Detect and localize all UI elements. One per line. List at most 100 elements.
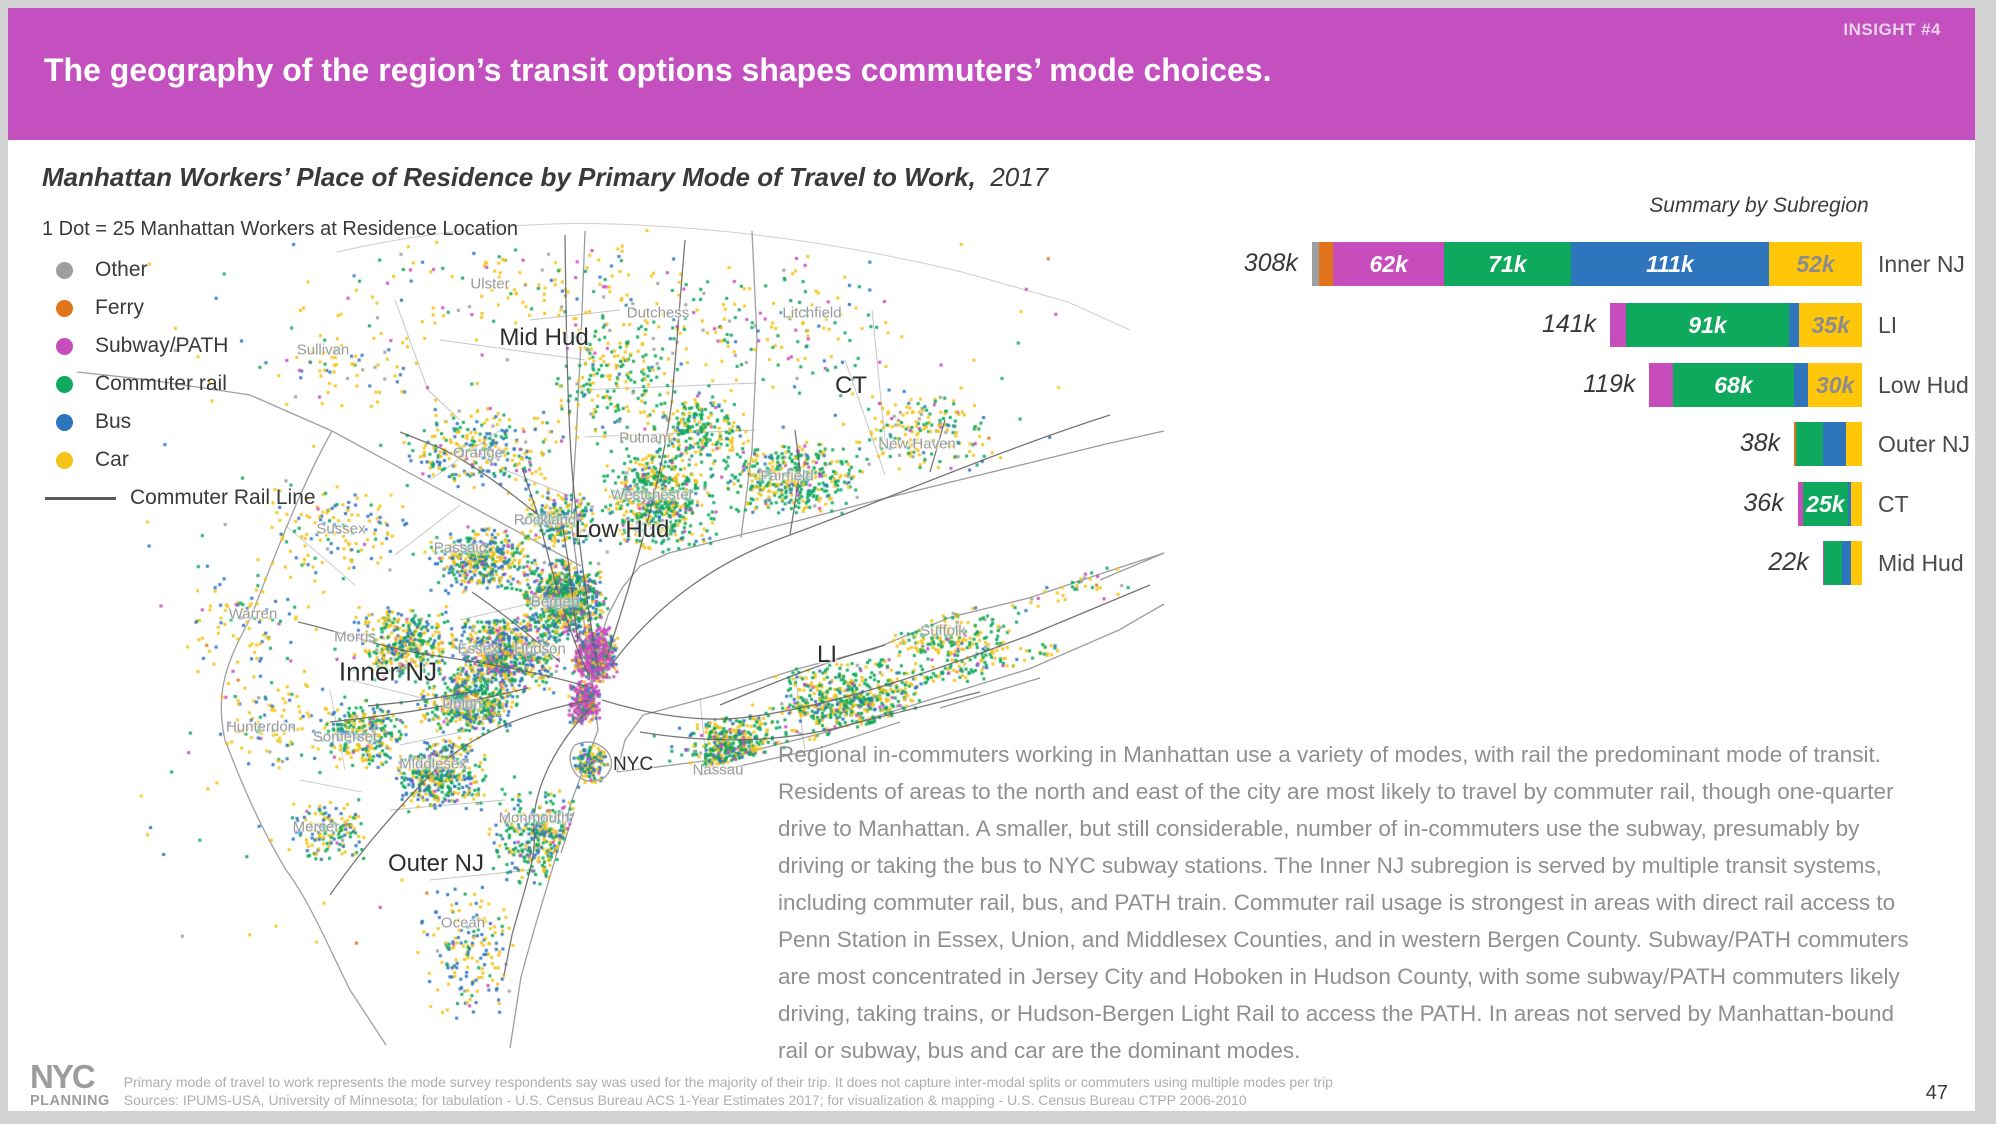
bar-segment-car: 52k [1769,242,1862,286]
bar-segment-value: 62k [1369,250,1408,277]
stacked-bar-mid-hud [1822,541,1862,585]
bar-segment-bus [1842,541,1852,585]
county-label-putnam: Putnam [619,429,671,447]
bar-region-label-inner-nj: Inner NJ [1878,250,1965,277]
source-notes: Primary mode of travel to work represent… [124,1073,1333,1109]
bar-segment-ferry [1319,242,1334,286]
bar-segment-subway [1610,303,1627,347]
county-label-hunterdon: Hunterdon [225,718,297,736]
bar-segment-bus: 111k [1570,242,1770,286]
county-label-dutchess: Dutchess [626,304,690,322]
bar-segment-bus [1847,482,1852,526]
bar-segment-value: 111k [1646,250,1694,277]
bar-segment-ferry [1794,422,1796,466]
bar-segment-car [1851,482,1862,526]
bar-region-label-ct: CT [1878,490,1909,517]
legend-label: Subway/PATH [95,334,229,357]
legend-item-bus: Bus [40,404,131,440]
bar-segment-bus [1788,303,1800,347]
stacked-bar-ct: 25k [1797,482,1862,526]
bar-region-label-outer-nj: Outer NJ [1878,430,1971,457]
bar-segment-subway: 62k [1333,242,1445,286]
subregion-label-low-hud: Low Hud [574,516,670,543]
county-label-essex: Essex [457,640,499,658]
subregion-label-ct: CT [835,372,867,399]
footer: NYC PLANNING Primary mode of travel to w… [30,1060,1333,1109]
bar-segment-rail [1795,422,1823,466]
other-dot-swatch [56,261,73,279]
insight-number: INSIGHT #4 [1843,20,1941,39]
bar-total-low-hud: 119k [1583,370,1636,398]
bar-total-li: 141k [1541,310,1597,338]
legend-item-commuter-rail-line: Commuter Rail Line [40,480,316,516]
bar-segment-other [1311,242,1320,286]
county-label-rockland: Rockland [513,511,577,529]
county-label-westchester: Westchester [610,486,694,504]
bar-segment-value: 30k [1815,371,1855,398]
car-dot-swatch [56,451,73,469]
dot-scale-note: 1 Dot = 25 Manhattan Workers at Residenc… [42,218,519,240]
county-label-ocean: Ocean [440,914,486,932]
bar-segment-subway [1822,541,1825,585]
bar-total-outer-nj: 38k [1739,429,1781,457]
bar-segment-bus [1822,422,1846,466]
bar-segment-value: 68k [1714,371,1753,398]
bar-segment-rail: 91k [1626,303,1789,347]
map-title-main: Manhattan Workers’ Place of Residence by… [42,162,976,192]
bar-segment-value: 91k [1688,311,1727,338]
bar-segment-car [1851,541,1862,585]
bar-segment-value: 71k [1488,250,1527,277]
slide-title: The geography of the region’s transit op… [44,52,1272,88]
logo-nyc-text: NYC [30,1058,96,1095]
county-label-passaic: Passaic [433,539,487,557]
bar-segment-rail: 71k [1444,242,1571,286]
bar-segment-rail: 25k [1803,482,1848,526]
bar-total-ct: 36k [1743,489,1784,517]
stacked-bar-inner-nj: 62k 71k 111k 52k [1311,242,1862,286]
bar-total-mid-hud: 22k [1768,548,1809,576]
county-label-somerset: Somerset [312,728,378,746]
county-label-monmouth: Monmouth [498,809,570,827]
county-label-sullivan: Sullivan [296,341,350,359]
bar-segment-value: 25k [1806,490,1845,517]
legend-label: Ferry [95,296,144,319]
legend-label: Commuter Rail Line [130,486,316,509]
subregion-label-outer-nj: Outer NJ [387,850,485,877]
legend-item-subway-path: Subway/PATH [40,328,228,364]
subregion-label-nyc: NYC [612,754,654,775]
bar-segment-car: 30k [1808,363,1862,407]
legend-label: Car [95,448,129,471]
source-note-line2: Sources: IPUMS-USA, University of Minnes… [123,1091,1247,1108]
bar-region-label-low-hud: Low Hud [1878,371,1969,398]
subregion-label-li: LI [816,641,838,668]
bar-segment-car [1845,422,1862,466]
legend-item-car: Car [40,442,129,478]
bar-region-label-mid-hud: Mid Hud [1878,549,1964,576]
legend-label: Commuter rail [95,372,227,395]
bar-total-inner-nj: 308k [1243,249,1298,277]
stacked-bar-low-hud: 68k 30k [1649,363,1862,407]
legend-item-other: Other [40,252,148,288]
map-title-year-value: 2017 [990,162,1049,192]
county-label-suffolk: Suffolk [920,622,966,640]
stacked-bar-li: 91k 35k [1610,303,1862,347]
subregion-label-inner-nj: Inner NJ [338,656,438,687]
chart-title: Summary by Subregion [1649,194,1869,217]
subway-dot-swatch [56,337,73,355]
county-label-litchfield: Litchfield [782,304,842,322]
bus-dot-swatch [56,413,73,431]
subregion-label-mid-hud: Mid Hud [499,324,589,351]
map-title: Manhattan Workers’ Place of Residence by… [42,162,1048,193]
bar-segment-value: 35k [1811,311,1850,338]
rail-dot-swatch [56,375,73,393]
legend-label: Bus [95,410,132,433]
county-label-morris: Morris [334,628,376,646]
county-label-bergen: Bergen [530,593,580,611]
county-label-sussex: Sussex [316,520,366,538]
bar-segment-subway [1797,482,1804,526]
county-label-orange: Orange [452,444,504,462]
county-label-mercer: Mercer [292,818,340,836]
bar-segment-rail: 68k [1672,363,1795,407]
bar-segment-subway [1649,363,1673,407]
county-label-ulster: Ulster [470,275,510,293]
